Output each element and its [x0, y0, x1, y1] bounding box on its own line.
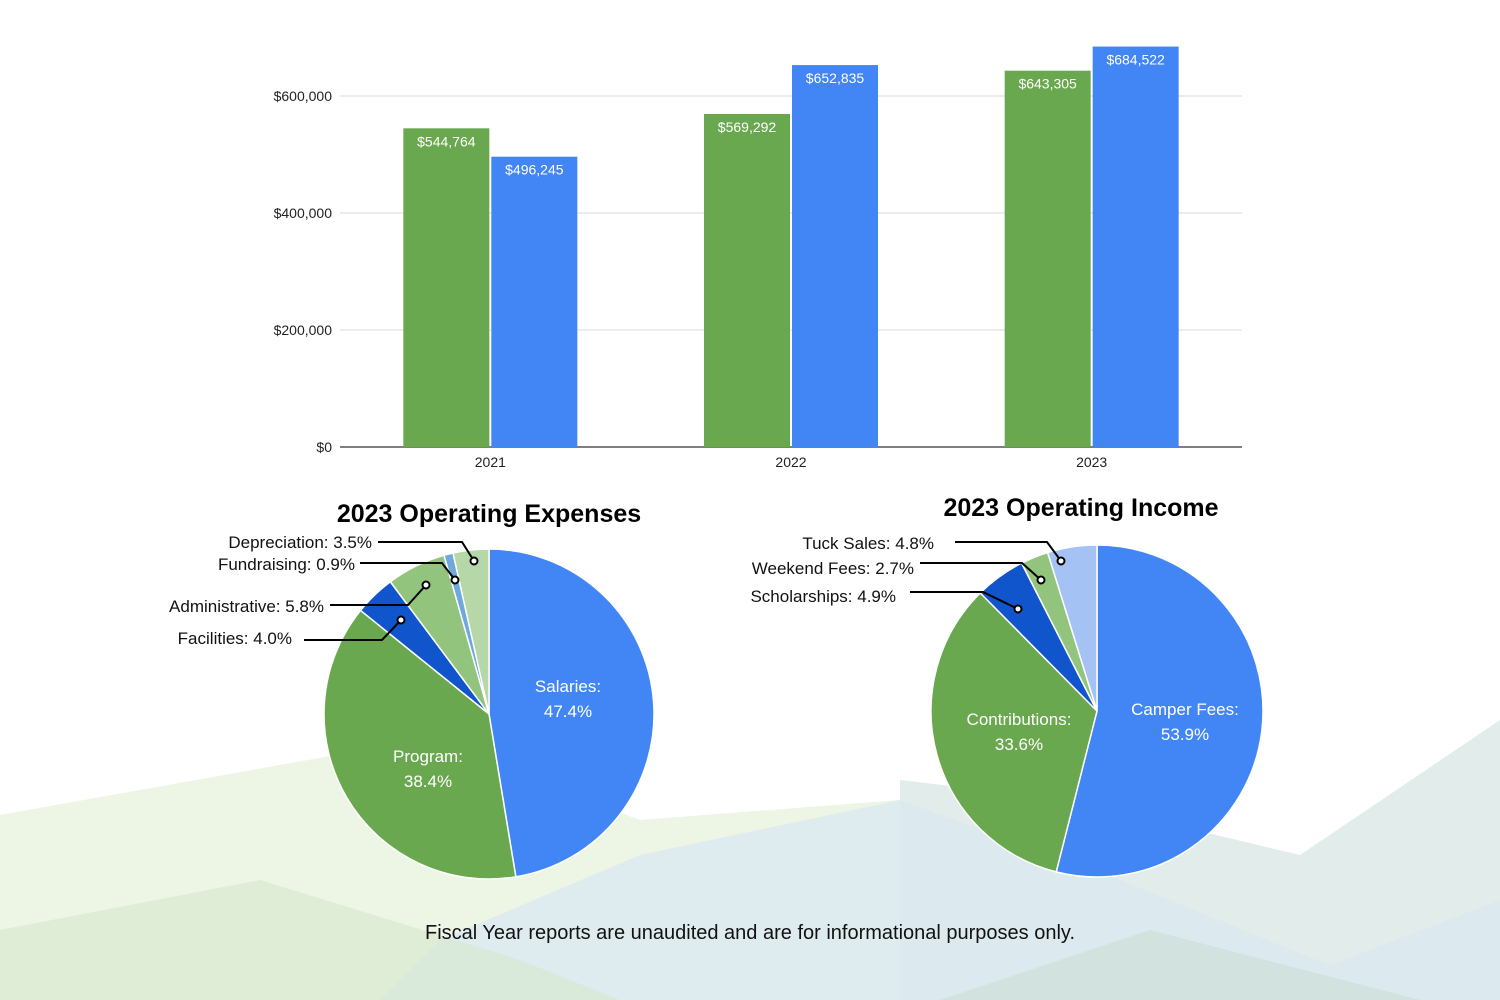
bar-2022-series1	[704, 113, 790, 448]
pie-slice	[488, 548, 655, 878]
callout-dot	[469, 556, 479, 566]
slice-label: Contributions:	[967, 710, 1072, 729]
pie-labels: Camper Fees: 53.9% Contributions: 33.6% Scho…	[750, 534, 1238, 754]
pie-slice	[1046, 544, 1098, 712]
y-tick-label: $0	[316, 439, 332, 455]
pie-slice	[452, 548, 490, 715]
slice-label: Camper Fees:	[1131, 700, 1239, 719]
x-tick-label: 2022	[775, 454, 806, 470]
callout-leader-line	[378, 541, 475, 562]
callout-dot	[1036, 575, 1046, 585]
slice-callout-label: Depreciation: 3.5%	[228, 533, 372, 552]
slice-callout-label: Fundraising: 0.9%	[218, 555, 355, 574]
x-tick-label: 2021	[475, 454, 506, 470]
slice-callout-label: Weekend Fees: 2.7%	[752, 559, 914, 578]
callout-leader-line	[330, 584, 427, 606]
callout-leader-line	[910, 591, 1019, 610]
callout-dot	[396, 615, 406, 625]
callout-dot	[1056, 556, 1066, 566]
y-tick-label: $400,000	[274, 205, 333, 221]
callout-dot	[450, 575, 460, 585]
bar-data-label: $684,522	[1106, 52, 1165, 68]
callout-dot	[421, 580, 431, 590]
slice-value: 47.4%	[544, 702, 592, 721]
slice-value: 33.6%	[995, 735, 1043, 754]
bar-chart: $0 $200,000 $400,000 $600,000 $544,764 $496,…	[274, 46, 1242, 470]
callout-dot	[1013, 604, 1023, 614]
bar-series	[403, 46, 1179, 448]
callout-leader-line	[304, 619, 402, 641]
pie-labels: Salaries: 47.4% Program: 38.4% Facilities: 4…	[169, 533, 601, 791]
bar-2023-series2	[1092, 46, 1179, 448]
y-tick-label: $600,000	[274, 88, 333, 104]
slice-value: 38.4%	[404, 772, 452, 791]
bar-2022-series2	[792, 65, 878, 447]
slice-label: Program:	[393, 747, 463, 766]
bar-data-label: $544,764	[417, 133, 476, 149]
callout-leader-line	[920, 562, 1042, 581]
pie-title: 2023 Operating Income	[943, 494, 1218, 522]
pie-slices	[930, 544, 1264, 878]
slice-callout-label: Scholarships: 4.9%	[750, 587, 896, 606]
pie-slice	[323, 609, 517, 880]
pie-title: 2023 Operating Expenses	[337, 500, 641, 528]
bar-2023-series1	[1004, 70, 1091, 448]
slice-value: 53.9%	[1161, 725, 1209, 744]
x-tick-label: 2023	[1076, 454, 1107, 470]
slice-callout-label: Facilities: 4.0%	[178, 629, 292, 648]
bg-shape-lower-green	[0, 880, 620, 1000]
bar-data-label: $496,245	[505, 162, 564, 178]
callout-leader-line	[360, 562, 456, 581]
bar-gridlines	[340, 95, 1242, 448]
footnote: Fiscal Year reports are unaudited and ar…	[424, 922, 1075, 944]
bar-data-labels: $544,764 $496,245 $569,292 $652,835 $643,305…	[417, 52, 1165, 178]
slice-callout-label: Tuck Sales: 4.8%	[802, 534, 934, 553]
bar-x-tick-labels: 2021 2022 2023	[475, 454, 1108, 470]
bg-shape-lower-right	[940, 930, 1420, 1000]
pie-chart-expenses: 2023 Operating Expenses Salaries: 47.4% Pro…	[169, 500, 655, 880]
bar-data-label: $652,835	[806, 70, 865, 86]
pie-slices	[323, 548, 655, 880]
y-tick-label: $200,000	[274, 322, 333, 338]
bar-data-label: $569,292	[718, 119, 777, 135]
pie-slice	[930, 591, 1098, 873]
pie-slice	[1055, 544, 1264, 878]
bar-2021-series1	[403, 128, 490, 448]
bar-y-tick-labels: $0 $200,000 $400,000 $600,000	[274, 88, 333, 455]
bar-2021-series2	[491, 156, 578, 448]
callout-leader-line	[955, 541, 1062, 562]
slice-callout-label: Administrative: 5.8%	[169, 597, 324, 616]
slice-label: Salaries:	[535, 677, 601, 696]
bar-data-label: $643,305	[1018, 76, 1077, 92]
